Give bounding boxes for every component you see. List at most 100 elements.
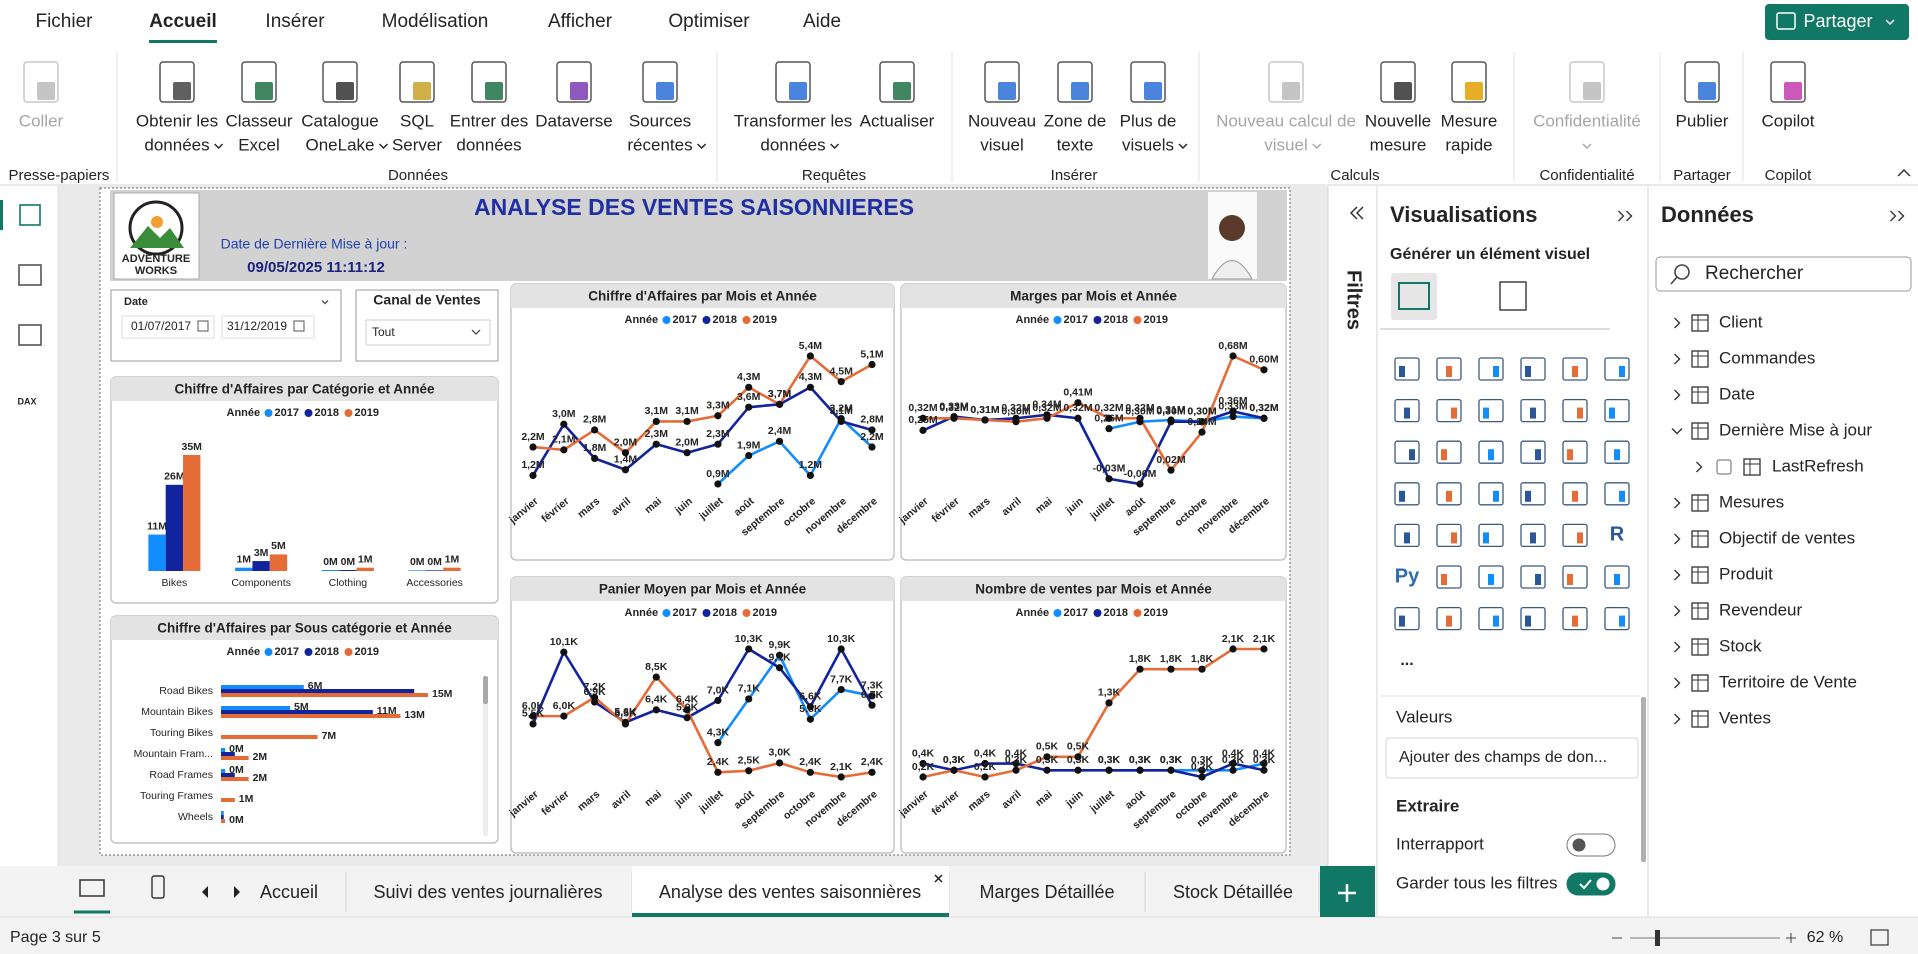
table-name[interactable]: Ventes: [1719, 708, 1771, 727]
menu-item[interactable]: Afficher: [548, 11, 613, 32]
table-name[interactable]: Mesures: [1719, 492, 1784, 511]
viz-icon[interactable]: [1604, 357, 1630, 381]
page-tab[interactable]: Marges Détaillée: [979, 882, 1114, 902]
viz-icon[interactable]: [1520, 357, 1546, 381]
nav-model[interactable]: [18, 324, 42, 346]
page-tab[interactable]: Suivi des ventes journalières: [373, 882, 602, 902]
more-visuals[interactable]: ...: [1400, 652, 1413, 669]
mobile-view[interactable]: [151, 875, 165, 899]
ribbon-button-label[interactable]: visuel: [980, 135, 1023, 154]
viz-icon[interactable]: [1478, 440, 1504, 464]
viz-icon[interactable]: [1562, 523, 1588, 548]
table-name[interactable]: Revendeur: [1719, 600, 1803, 619]
ribbon-button-label[interactable]: Excel: [238, 135, 280, 154]
viz-icon-text[interactable]: Py: [1395, 565, 1420, 587]
ribbon-button-label[interactable]: récentes: [627, 135, 692, 154]
nav-table[interactable]: [18, 264, 42, 286]
page-tab[interactable]: Stock Détaillée: [1173, 882, 1293, 902]
ribbon-button-label[interactable]: Zone de: [1044, 111, 1106, 130]
menu-item[interactable]: Optimiser: [668, 11, 750, 32]
ribbon-button-label[interactable]: Dataverse: [535, 111, 612, 130]
viz-icon[interactable]: [1520, 565, 1546, 589]
nav-report[interactable]: [19, 204, 41, 226]
desktop-view[interactable]: [79, 879, 105, 897]
table-name[interactable]: Produit: [1719, 564, 1773, 583]
viz-icon[interactable]: [1394, 606, 1420, 631]
zoom-plus[interactable]: [1786, 933, 1796, 943]
field-name[interactable]: LastRefresh: [1772, 456, 1864, 475]
viz-icon[interactable]: [1604, 398, 1630, 423]
ribbon-button-label[interactable]: Nouveau calcul de: [1216, 111, 1356, 130]
ribbon-button-label[interactable]: visuel: [1264, 135, 1307, 154]
ribbon-button-label[interactable]: Actualiser: [860, 111, 935, 130]
viz-icon[interactable]: [1562, 565, 1588, 589]
fit-page[interactable]: [1870, 929, 1889, 946]
ribbon-button-label[interactable]: données: [144, 135, 209, 154]
viz-icon[interactable]: [1478, 357, 1504, 381]
ribbon-button-label[interactable]: Nouvelle: [1365, 111, 1431, 130]
viz-icon[interactable]: [1436, 482, 1462, 506]
viz-icon[interactable]: [1478, 398, 1504, 423]
table-name[interactable]: Objectif de ventes: [1719, 528, 1855, 547]
format-icon[interactable]: [1499, 281, 1527, 311]
ribbon-button-label[interactable]: Nouveau: [968, 111, 1036, 130]
tab-close[interactable]: [934, 874, 943, 883]
nav-dax[interactable]: DAX: [17, 396, 36, 406]
menu-item[interactable]: Modélisation: [382, 11, 489, 32]
table-name[interactable]: Dernière Mise à jour: [1719, 420, 1872, 439]
page-tab[interactable]: Accueil: [260, 882, 318, 902]
ribbon-button-label[interactable]: Publier: [1676, 111, 1729, 130]
viz-icon[interactable]: [1394, 523, 1420, 548]
viz-icon[interactable]: [1604, 606, 1630, 631]
viz-icon[interactable]: [1394, 357, 1420, 381]
ribbon-button-label[interactable]: mesure: [1370, 135, 1427, 154]
collapse-filters[interactable]: [1355, 206, 1364, 220]
viz-icon[interactable]: [1604, 440, 1630, 464]
table-name[interactable]: Client: [1719, 312, 1763, 331]
search-box[interactable]: [1655, 256, 1912, 292]
ribbon-button-label[interactable]: Entrer des: [450, 111, 528, 130]
viz-icon[interactable]: [1394, 398, 1420, 423]
date-field[interactable]: [121, 315, 215, 339]
viz-icon[interactable]: [1436, 357, 1462, 381]
viz-icon[interactable]: [1478, 482, 1504, 506]
pane-scrollbar[interactable]: [1641, 697, 1646, 862]
viz-icon[interactable]: [1562, 606, 1588, 631]
share-label[interactable]: Partager: [1803, 11, 1872, 31]
tab-next[interactable]: [234, 886, 240, 898]
table-name[interactable]: Date: [1719, 384, 1755, 403]
filters-title[interactable]: Filtres: [1343, 270, 1365, 330]
table-name[interactable]: Territoire de Vente: [1719, 672, 1857, 691]
ribbon-button-label[interactable]: Coller: [19, 111, 64, 130]
viz-icon[interactable]: [1604, 565, 1630, 589]
ribbon-button-label[interactable]: Obtenir les: [136, 111, 218, 130]
ribbon-button-label[interactable]: Classeur: [225, 111, 292, 130]
viz-icon[interactable]: [1478, 565, 1504, 589]
ribbon-button-label[interactable]: Copilot: [1762, 111, 1815, 130]
ribbon-button-label[interactable]: Catalogue: [301, 111, 379, 130]
ribbon-button-label[interactable]: SQL: [400, 111, 434, 130]
viz-icon[interactable]: [1604, 482, 1630, 506]
viz-icon[interactable]: [1562, 357, 1588, 381]
viz-icon[interactable]: [1436, 398, 1462, 423]
viz-icon[interactable]: [1520, 440, 1546, 464]
ribbon-button-label[interactable]: Transformer les: [734, 111, 852, 130]
viz-icon-text[interactable]: R: [1610, 524, 1625, 546]
collapse-filters[interactable]: [1349, 206, 1358, 220]
viz-icon[interactable]: [1562, 440, 1588, 464]
ribbon-button-label[interactable]: données: [456, 135, 521, 154]
viz-icon[interactable]: [1520, 606, 1546, 631]
ribbon-button-label[interactable]: données: [760, 135, 825, 154]
date-field[interactable]: [221, 315, 315, 339]
ribbon-button-label[interactable]: Server: [392, 135, 442, 154]
checkbox[interactable]: [1716, 459, 1732, 475]
field-well[interactable]: [1385, 737, 1639, 779]
ribbon-button-label[interactable]: Plus de: [1120, 111, 1177, 130]
ribbon-button-label[interactable]: texte: [1057, 135, 1094, 154]
dropdown[interactable]: [365, 319, 491, 346]
viz-icon[interactable]: [1478, 606, 1504, 631]
viz-icon[interactable]: [1520, 482, 1546, 506]
share-button[interactable]: [1765, 4, 1909, 40]
viz-icon[interactable]: [1478, 523, 1504, 548]
tab-prev[interactable]: [202, 886, 208, 898]
